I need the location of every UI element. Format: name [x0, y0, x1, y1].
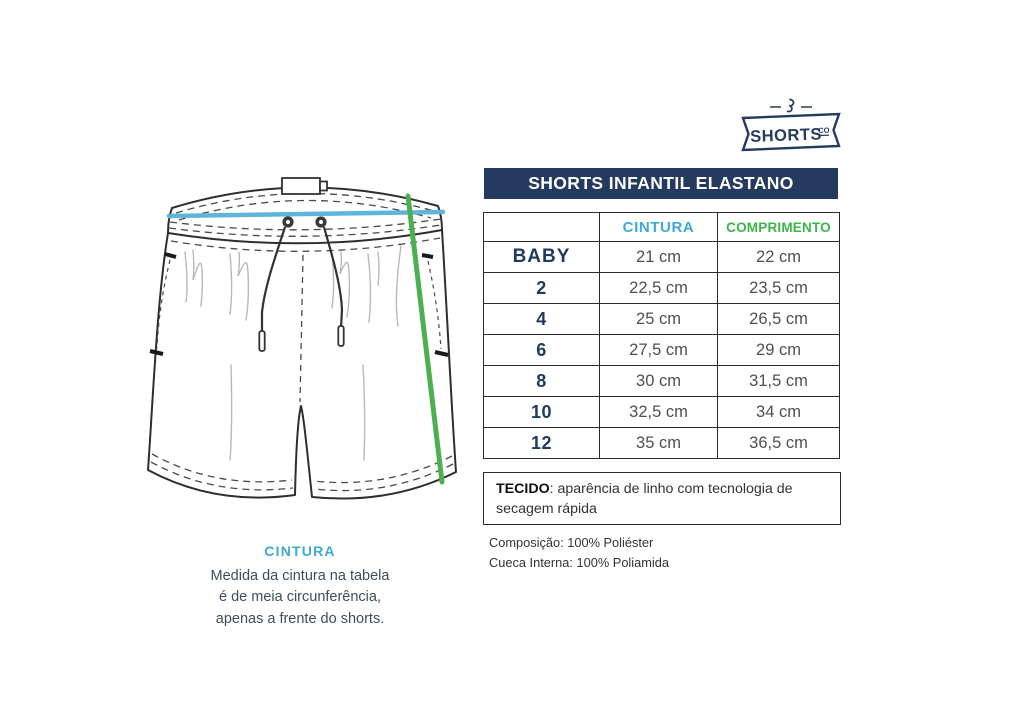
- waist-caption-title: CINTURA: [264, 543, 336, 559]
- waist-caption: CINTURA Medida da cintura na tabela é de…: [150, 543, 450, 630]
- size-label: 6: [483, 334, 600, 366]
- composition-line: Composição: 100% Poliéster: [489, 535, 654, 550]
- fabric-label: TECIDO: [496, 481, 550, 497]
- table-row: 6 27,5 cm 29 cm: [483, 334, 840, 366]
- seahorse-icon: [786, 98, 795, 113]
- hem-stitching: [150, 453, 454, 492]
- size-col-header: [483, 212, 600, 242]
- comprimento-value: 29 cm: [717, 334, 840, 366]
- cintura-value: 32,5 cm: [599, 396, 718, 428]
- cintura-value: 22,5 cm: [599, 272, 718, 304]
- cintura-value: 25 cm: [599, 303, 718, 335]
- size-label: 10: [483, 396, 600, 428]
- composition-info: Composição: 100% Poliéster Cueca Interna…: [489, 533, 669, 574]
- side-pockets: [149, 252, 449, 357]
- cintura-value: 27,5 cm: [599, 334, 718, 366]
- comprimento-value: 36,5 cm: [717, 427, 840, 459]
- table-row: 12 35 cm 36,5 cm: [483, 427, 840, 459]
- table-row: 4 25 cm 26,5 cm: [483, 303, 840, 335]
- cintura-value: 35 cm: [599, 427, 718, 459]
- cintura-value: 30 cm: [599, 365, 718, 397]
- size-label: BABY: [483, 241, 600, 273]
- size-label: 12: [483, 427, 600, 459]
- length-measure-line: [405, 193, 445, 485]
- chart-title: SHORTS INFANTIL ELASTANO: [484, 168, 838, 199]
- logo-brand-text: SHORTS: [750, 125, 822, 145]
- center-fly-stitch: [299, 254, 304, 403]
- waistband-stitching: [168, 192, 442, 252]
- fabric-wrinkles: [184, 245, 402, 461]
- shorts-drawing: [135, 160, 470, 505]
- size-table: CINTURA COMPRIMENTO BABY 21 cm 22 cm 2 2…: [483, 212, 840, 459]
- comprimento-value: 34 cm: [717, 396, 840, 428]
- table-row: 2 22,5 cm 23,5 cm: [483, 272, 840, 304]
- comprimento-value: 22 cm: [717, 241, 840, 273]
- table-row: BABY 21 cm 22 cm: [483, 241, 840, 273]
- fabric-text: : aparência de linho com tecnologia de s…: [496, 481, 793, 517]
- table-header-row: CINTURA COMPRIMENTO: [483, 212, 840, 242]
- comprimento-value: 26,5 cm: [717, 303, 840, 335]
- shorts-outline: [147, 186, 457, 500]
- waist-caption-line: apenas a frente do shorts.: [215, 610, 385, 627]
- table-row: 10 32,5 cm 34 cm: [483, 396, 840, 428]
- brand-logo: SHORTS CO: [740, 98, 842, 158]
- waistband-seam: [167, 229, 443, 245]
- logo-suffix-text: CO: [818, 126, 830, 135]
- fabric-info-box: TECIDO: aparência de linho com tecnologi…: [483, 472, 841, 525]
- size-label: 4: [483, 303, 600, 335]
- waist-caption-line: Medida da cintura na tabela: [210, 568, 390, 584]
- comprimento-value: 31,5 cm: [717, 365, 840, 397]
- comprimento-col-header: COMPRIMENTO: [717, 212, 840, 242]
- inner-brief-line: Cueca Interna: 100% Poliamida: [489, 555, 669, 571]
- cintura-value: 21 cm: [599, 241, 718, 273]
- waistband-label-tag: [281, 177, 328, 195]
- waist-caption-line: é de meia circunferência,: [219, 589, 381, 606]
- drawstring: [258, 216, 345, 352]
- cintura-col-header: CINTURA: [599, 212, 718, 242]
- size-label: 8: [483, 365, 600, 397]
- comprimento-value: 23,5 cm: [717, 272, 840, 304]
- table-row: 8 30 cm 31,5 cm: [483, 365, 840, 397]
- size-label: 2: [483, 272, 600, 304]
- waist-measure-line: [166, 209, 446, 219]
- logo-ribbon: [741, 112, 841, 152]
